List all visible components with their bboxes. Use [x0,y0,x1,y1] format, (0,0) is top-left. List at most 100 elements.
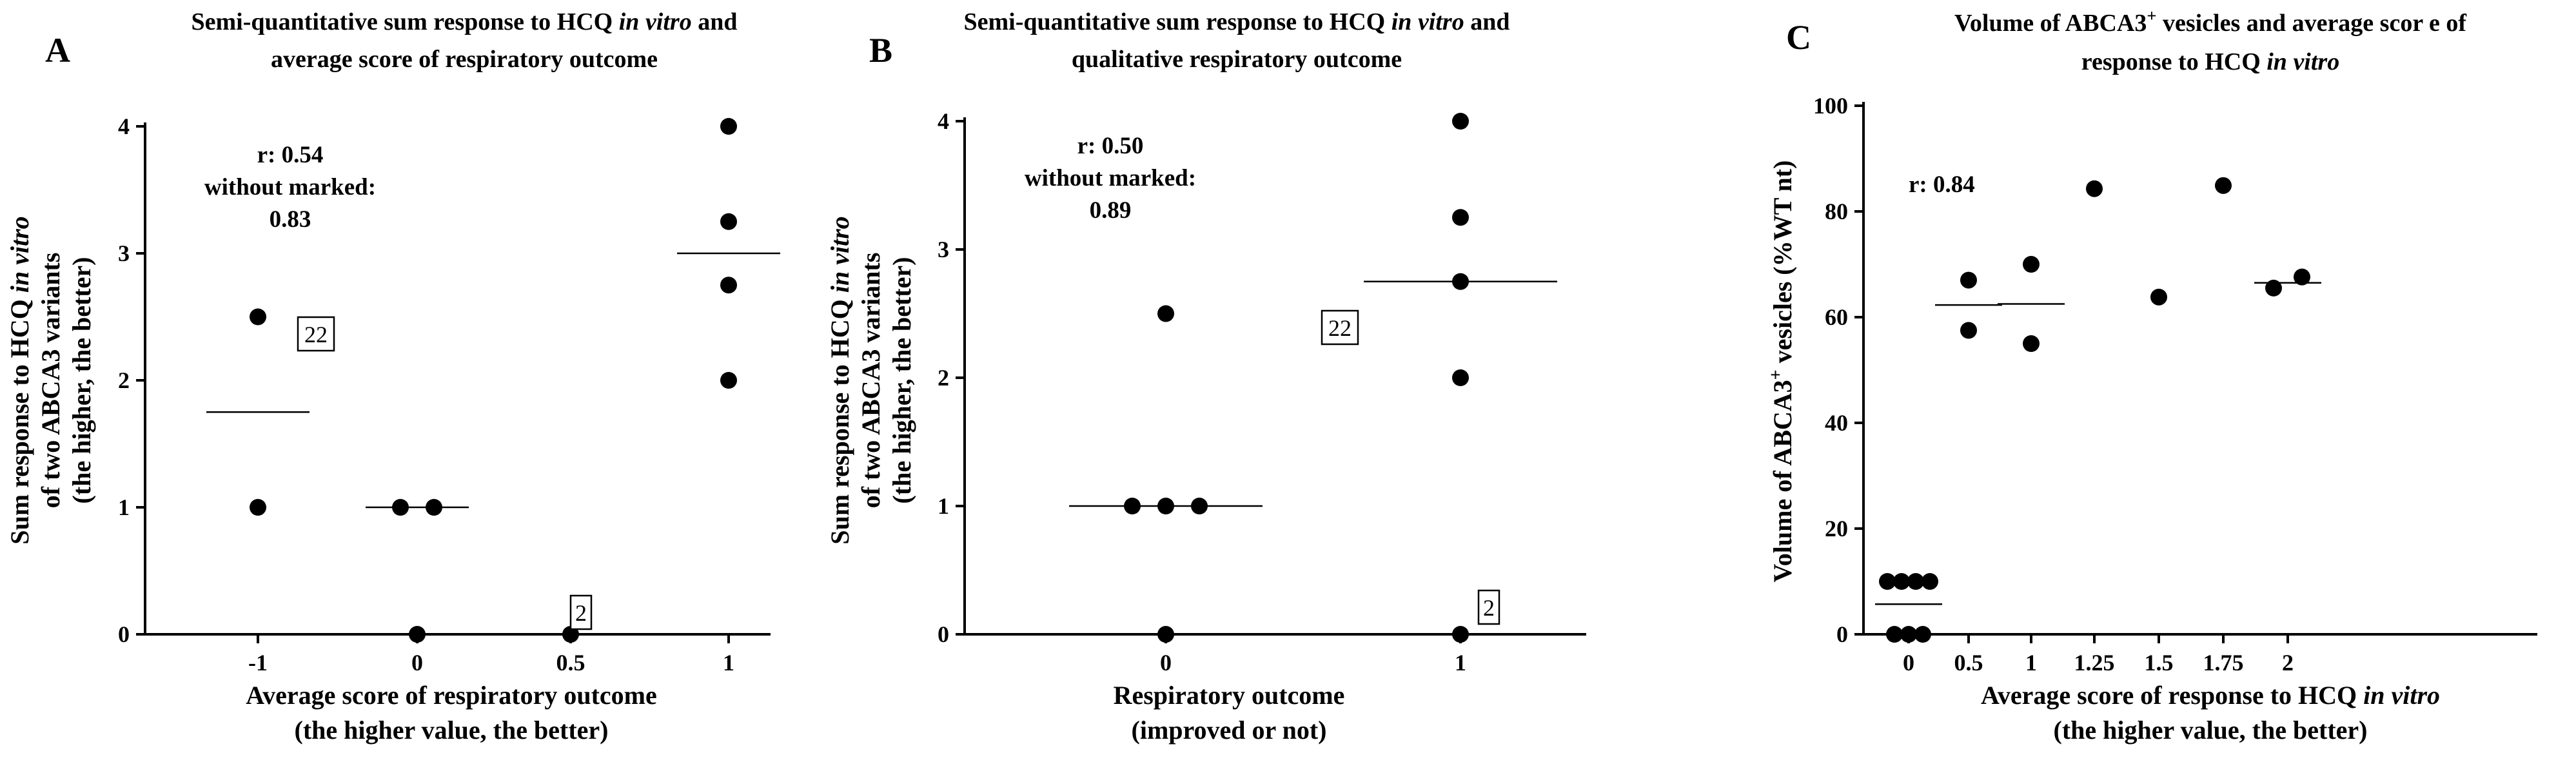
x-tick-label: 0.5 [556,650,585,676]
x-tick-label: 0 [411,650,423,676]
data-point [2086,180,2103,197]
y-tick-label: 20 [1825,516,1848,541]
correlation-annotation: without marked: [1025,165,1196,191]
x-tick-label: 1 [1455,650,1466,676]
data-point [1886,626,1903,643]
x-tick-label: 0.5 [1954,650,1983,676]
y-tick-label: 0 [118,621,130,647]
y-tick-label: 80 [1825,199,1848,224]
y-tick-label: 3 [118,240,130,266]
data-point [720,118,737,135]
chart-title: qualitative respiratory outcome [1072,46,1402,73]
y-tick-label: 0 [1836,621,1848,647]
y-axis-label: of two ABCA3 variants [856,253,885,509]
y-tick-label: 0 [938,621,949,647]
data-point [1907,573,1924,590]
x-axis-label: (the higher value, the better) [295,716,609,745]
sample-label-box [569,594,593,630]
y-tick-label: 2 [938,365,949,391]
data-point [250,499,266,516]
data-point [409,626,426,643]
data-point [1960,322,1977,339]
panel-label: A [45,31,70,70]
x-tick-label: 1 [2025,650,2037,676]
panel-label: C [1786,18,1811,57]
data-point [1157,626,1174,643]
y-tick-label: 40 [1825,410,1848,436]
sample-label: 22 [1328,315,1352,341]
data-point [2150,288,2167,306]
correlation-annotation: 0.83 [270,206,311,233]
data-point [1914,626,1931,643]
y-tick-label: 60 [1825,304,1848,330]
panel-b: B Semi-quantitative sum response to HCQ i… [825,8,1586,745]
y-tick-label: 4 [938,108,949,134]
correlation-annotation: r: 0.84 [1909,171,1975,198]
panel-a: A Semi-quantitative sum response to HCQ i… [5,8,780,745]
panel-label: B [869,31,892,70]
x-tick-label: 1 [723,650,734,676]
data-point [1452,113,1469,130]
y-axis-label: (the higher, the better) [887,257,916,504]
correlation-annotation: r: 0.54 [257,142,324,168]
data-point [1922,573,1938,590]
data-point [720,277,737,294]
panel-c: C Volume of ABCA3+ vesicles and average s… [1766,6,2537,745]
data-point [250,308,266,326]
y-tick-label: 100 [1813,93,1848,119]
y-axis-label: Sum response to HCQ in vitro [5,216,34,544]
y-axis-label: of two ABCA3 variants [36,253,65,509]
chart-title: average score of respiratory outcome [271,46,658,73]
x-axis-label: (improved or not) [1132,716,1327,745]
x-tick-label: 0 [1160,650,1172,676]
data-point [1960,271,1977,289]
x-axis-label: Respiratory outcome [1114,681,1345,710]
data-point [1452,273,1469,290]
sample-label-box [297,316,335,352]
sample-label-box [1477,589,1500,625]
data-point [1893,573,1910,590]
x-tick-label: 1.5 [2145,650,2174,676]
sample-label: 22 [304,322,328,347]
correlation-annotation: without marked: [204,174,376,200]
data-point [1452,209,1469,226]
correlation-annotation: 0.89 [1090,197,1132,224]
data-point [2215,177,2232,194]
chart-title: Semi-quantitative sum response to HCQ in… [191,8,737,35]
x-axis-label: (the higher value, the better) [2054,716,2368,745]
data-point [2265,279,2282,297]
x-tick-label: 1.25 [2074,650,2115,676]
x-tick-label: 1.75 [2203,650,2244,676]
y-tick-label: 2 [118,367,130,393]
x-tick-label: -1 [248,650,268,676]
y-axis-label: Volume of ABCA3+ vesicles (%WT nt) [1766,161,1798,583]
y-tick-label: 1 [118,494,130,520]
x-tick-label: 0 [1903,650,1914,676]
y-axis-label: (the higher, the better) [67,257,96,504]
data-point [1452,626,1469,643]
sample-label: 2 [1483,595,1495,621]
chart-title: Semi-quantitative sum response to HCQ in… [963,8,1509,35]
x-tick-label: 2 [2282,650,2294,676]
x-axis-label: Average score of respiratory outcome [246,681,657,710]
data-point [392,499,409,516]
y-tick-label: 4 [118,113,130,139]
data-point [1900,626,1917,643]
data-point [1157,305,1174,322]
y-tick-label: 1 [938,493,949,519]
sample-label: 2 [575,600,587,626]
sample-label-box [1321,309,1359,346]
data-point [562,626,579,643]
data-point [2023,256,2040,273]
y-tick-label: 3 [938,237,949,262]
chart-title: Volume of ABCA3+ vesicles and average sc… [1954,6,2467,37]
data-point [1191,498,1208,514]
data-point [2294,268,2310,286]
data-point [1157,498,1174,514]
data-point [1124,498,1141,514]
data-point [1452,369,1469,386]
data-point [2023,335,2040,352]
data-point [1879,573,1896,590]
x-axis-label: Average score of response to HCQ in vitr… [1981,681,2440,710]
